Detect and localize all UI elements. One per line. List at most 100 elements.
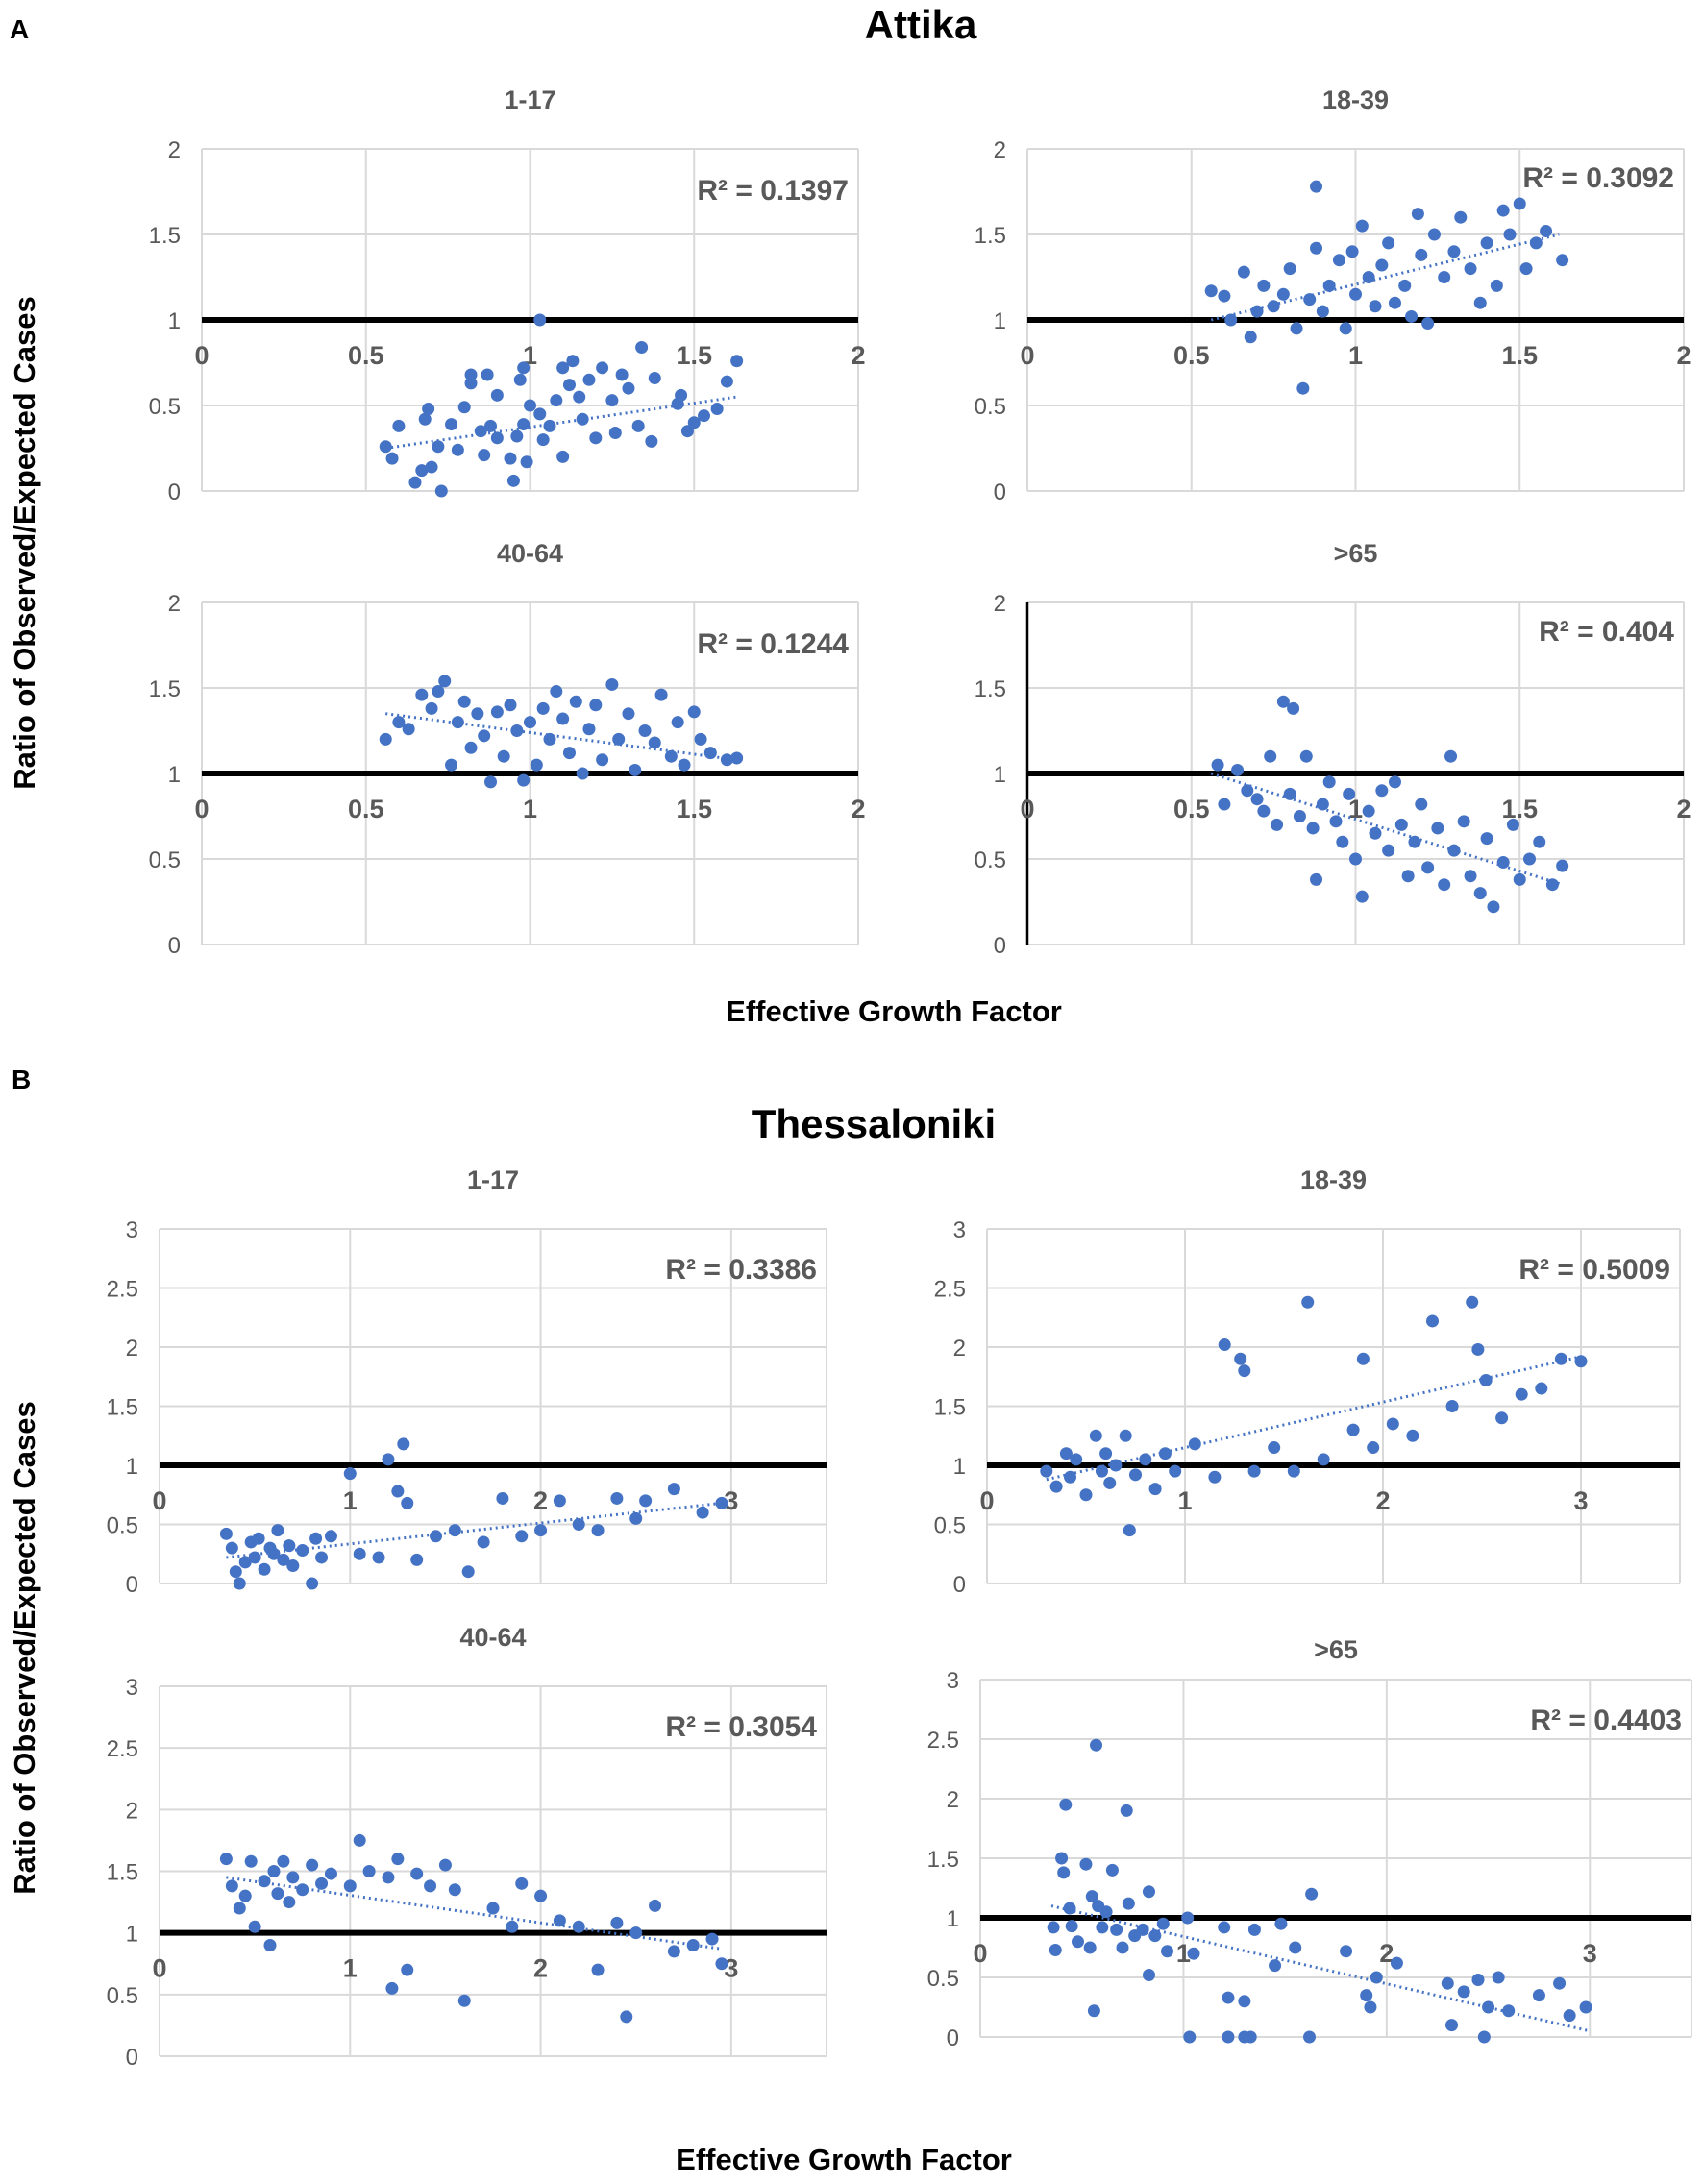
- y-tick-label: 2: [994, 591, 1006, 617]
- data-point: [1457, 1985, 1470, 1999]
- data-point: [1148, 1929, 1162, 1943]
- data-point: [1415, 798, 1428, 811]
- y-tick-label: 1: [994, 308, 1006, 334]
- data-point: [1287, 1464, 1300, 1478]
- data-point: [438, 675, 452, 688]
- panel-title: >65: [1314, 1635, 1358, 1664]
- data-point: [576, 767, 589, 780]
- trendline: [385, 395, 737, 450]
- data-point: [385, 1981, 399, 1995]
- x-tick-label: 1: [1348, 341, 1363, 370]
- data-point: [605, 677, 619, 691]
- data-point: [1382, 236, 1395, 250]
- data-point: [1250, 793, 1264, 806]
- data-point: [1238, 1364, 1251, 1378]
- data-point: [1369, 826, 1382, 840]
- data-point: [1336, 835, 1349, 848]
- data-point: [1120, 1804, 1133, 1817]
- data-point: [1257, 804, 1271, 818]
- data-point: [589, 699, 603, 712]
- data-point: [1438, 878, 1451, 892]
- data-point: [451, 443, 464, 456]
- data-point: [1375, 258, 1389, 272]
- data-point: [1464, 262, 1477, 276]
- data-point: [520, 455, 533, 469]
- trendline: [385, 712, 737, 762]
- y-tick-label: 2: [168, 591, 181, 617]
- data-point: [1099, 1447, 1113, 1460]
- data-point: [678, 758, 691, 772]
- data-point: [248, 1551, 261, 1564]
- data-point: [1244, 2030, 1257, 2044]
- data-point: [229, 1565, 242, 1579]
- data-point: [1496, 856, 1510, 870]
- data-point: [517, 773, 531, 787]
- data-point: [612, 732, 626, 746]
- y-tick-label: 1.5: [975, 223, 1006, 249]
- data-point: [1487, 900, 1500, 914]
- data-point: [464, 377, 478, 390]
- x-tick-label: 1: [343, 1954, 358, 1983]
- y-tick-label: 2: [953, 1336, 966, 1362]
- data-point: [353, 1547, 366, 1560]
- data-point: [1532, 1989, 1545, 2002]
- data-point: [1218, 1921, 1231, 1934]
- data-point: [445, 418, 458, 431]
- data-point: [478, 449, 491, 462]
- data-point: [1317, 1453, 1330, 1466]
- y-tick-label: 1.5: [149, 676, 181, 702]
- data-point: [1224, 313, 1238, 327]
- data-point: [1057, 1866, 1071, 1879]
- data-point: [471, 707, 484, 721]
- y-tick-label: 2.5: [107, 1277, 138, 1303]
- data-point: [605, 394, 619, 407]
- x-tick-label: 1.5: [676, 341, 712, 370]
- data-point: [372, 1551, 385, 1564]
- data-point: [572, 1518, 585, 1531]
- data-point: [1406, 1429, 1419, 1442]
- y-tick-label: 1.5: [107, 1860, 138, 1886]
- data-point: [1477, 2030, 1491, 2044]
- data-point: [1218, 289, 1231, 303]
- data-point: [1059, 1447, 1073, 1460]
- data-point: [1276, 695, 1290, 708]
- data-point: [1340, 1945, 1353, 1958]
- data-point: [553, 1494, 566, 1508]
- data-point: [1139, 1453, 1152, 1466]
- data-point: [1394, 818, 1408, 831]
- y-tick-label: 1.5: [975, 676, 1006, 702]
- y-tick-label: 1: [168, 762, 181, 788]
- data-point: [1355, 890, 1369, 903]
- data-point: [1367, 1441, 1380, 1455]
- data-point: [1257, 279, 1271, 292]
- data-point: [1148, 1483, 1162, 1496]
- data-point: [596, 753, 609, 767]
- data-point: [530, 758, 543, 772]
- data-point: [1099, 1905, 1113, 1919]
- data-point: [425, 701, 438, 715]
- scatter-panel-attika-4: >65 0 0.5 1 1.5 2 0 0.5 1 1.5 2 R² = 0.404: [975, 539, 1691, 959]
- data-point: [517, 361, 531, 375]
- data-point: [258, 1875, 271, 1888]
- data-point: [622, 381, 635, 395]
- x-tick-label: 0.5: [1173, 341, 1210, 370]
- data-point: [1390, 1956, 1403, 1970]
- x-tick-label: 0: [152, 1486, 166, 1515]
- y-tick-label: 2: [126, 1336, 138, 1362]
- data-point: [1268, 1441, 1281, 1455]
- data-point: [1398, 279, 1412, 292]
- x-tick-label: 0.5: [1173, 795, 1210, 823]
- data-point: [556, 450, 570, 463]
- data-point: [1445, 2019, 1459, 2032]
- data-point: [484, 775, 498, 789]
- scatter-panel-attika-2: 18-39 0 0.5 1 1.5 2 0 0.5 1 1.5 2 R² = 0.3092: [975, 86, 1691, 505]
- data-point: [415, 688, 429, 701]
- data-point: [1362, 271, 1375, 283]
- y-tick-label: 3: [953, 1217, 966, 1243]
- data-point: [622, 707, 635, 721]
- data-point: [1522, 852, 1536, 866]
- data-point: [1322, 279, 1336, 292]
- data-point: [543, 732, 556, 746]
- data-point: [1237, 265, 1250, 279]
